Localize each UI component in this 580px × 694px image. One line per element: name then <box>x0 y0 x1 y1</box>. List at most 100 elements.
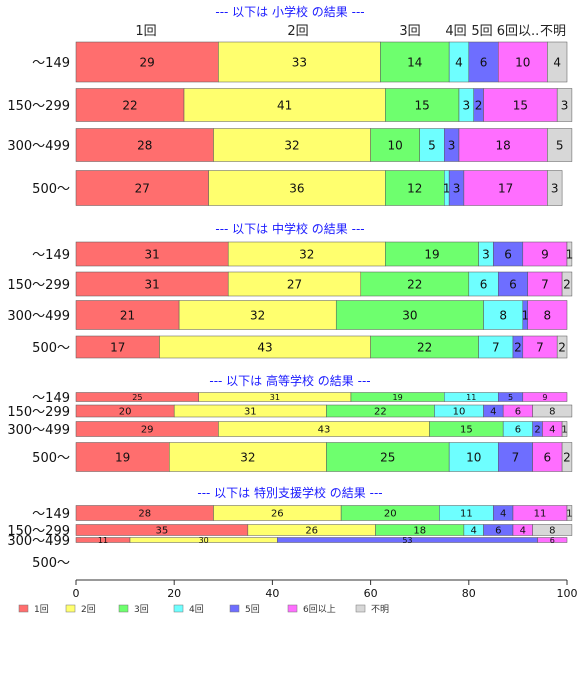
bar-segment <box>498 442 533 472</box>
legend-swatch <box>18 604 29 613</box>
x-tick-label: 0 <box>73 587 80 600</box>
bar-segment <box>360 271 470 297</box>
segment-value-label: 3 <box>561 98 569 112</box>
segment-value-label: 4 <box>553 55 561 69</box>
segment-value-label: 11 <box>460 509 473 520</box>
segment-value-label: 2 <box>514 340 522 354</box>
bar-segment <box>75 41 219 83</box>
legend-label: 2回 <box>81 604 96 615</box>
legend-label: 6回以上 <box>303 604 336 615</box>
segment-value-label: 1 <box>566 509 572 520</box>
bar-segment <box>380 41 450 83</box>
bar-segment <box>227 241 386 267</box>
segment-value-label: 11 <box>98 536 108 545</box>
legend-label: 1回 <box>34 604 49 615</box>
bar-segment <box>326 442 450 472</box>
segment-value-label: 1 <box>443 181 451 195</box>
segment-value-label: 22 <box>374 407 387 418</box>
bar-segment <box>547 41 568 83</box>
segment-value-label: 4 <box>455 55 463 69</box>
row-label: ～149 <box>32 391 70 406</box>
segment-value-label: 8 <box>499 308 507 322</box>
segment-value-label: 18 <box>413 526 426 537</box>
bar-segment <box>498 41 548 83</box>
segment-value-label: 4 <box>520 526 526 537</box>
bar-segment <box>218 41 381 83</box>
segment-value-label: 17 <box>110 340 125 354</box>
segment-value-label: 20 <box>384 509 397 520</box>
panel-title: --- 以下は 中学校 の結果 --- <box>215 221 364 236</box>
bar-segment <box>561 442 573 472</box>
segment-value-label: 25 <box>380 450 395 464</box>
panel-title: --- 以下は 高等学校 の結果 --- <box>209 373 370 388</box>
x-tick-label: 100 <box>557 587 578 600</box>
segment-value-label: 5 <box>508 393 513 402</box>
segment-value-label: 18 <box>496 138 511 152</box>
segment-value-label: 20 <box>119 407 132 418</box>
bar-segment <box>532 524 573 536</box>
top-category-label: 5回 <box>471 24 492 39</box>
top-category-label: 不明 <box>540 24 566 39</box>
segment-value-label: 1 <box>566 247 574 261</box>
segment-value-label: 29 <box>140 55 155 69</box>
segment-value-label: 6 <box>480 277 488 291</box>
segment-value-label: 8 <box>544 308 552 322</box>
row-label: 500～ <box>32 341 70 356</box>
row-label: 500～ <box>32 556 70 571</box>
panel-title: --- 以下は 特別支援学校 の結果 --- <box>197 485 382 500</box>
segment-value-label: 43 <box>257 340 272 354</box>
segment-value-label: 30 <box>402 308 417 322</box>
x-tick-label: 60 <box>364 587 378 600</box>
segment-value-label: 10 <box>466 450 481 464</box>
bar-segment <box>537 537 568 543</box>
bar-segment <box>178 300 337 330</box>
row-label: 150～299 <box>7 405 70 420</box>
bar-segment <box>522 241 568 267</box>
segment-value-label: 1 <box>521 308 529 322</box>
x-tick-label: 40 <box>265 587 279 600</box>
bar-segment <box>556 88 573 122</box>
legend-swatch <box>173 604 184 613</box>
legend-swatch <box>229 604 240 613</box>
segment-value-label: 6 <box>504 247 512 261</box>
segment-value-label: 6 <box>509 277 517 291</box>
row-label: 500～ <box>32 451 70 466</box>
row-label: 300～499 <box>7 534 70 549</box>
bar-segment <box>566 241 573 267</box>
segment-value-label: 12 <box>407 181 422 195</box>
legend-swatch <box>118 604 129 613</box>
segment-value-label: 9 <box>542 393 547 402</box>
bar-segment <box>468 271 499 297</box>
bar-segment <box>419 128 445 162</box>
top-category-label: 6回以.. <box>497 24 540 39</box>
bar-segment <box>547 128 573 162</box>
segment-value-label: 2 <box>558 340 566 354</box>
legend-label: 3回 <box>134 604 149 615</box>
segment-value-label: 19 <box>424 247 439 261</box>
segment-value-label: 26 <box>305 526 318 537</box>
segment-value-label: 33 <box>292 55 307 69</box>
segment-value-label: 14 <box>407 55 422 69</box>
segment-value-label: 8 <box>549 407 555 418</box>
segment-value-label: 6 <box>544 450 552 464</box>
row-label: 300～499 <box>7 423 70 438</box>
bar-segment <box>213 128 371 162</box>
segment-value-label: 28 <box>137 138 152 152</box>
segment-value-label: 32 <box>299 247 314 261</box>
segment-value-label: 8 <box>549 526 555 537</box>
row-label: 500～ <box>32 182 70 197</box>
bar-segment <box>385 88 460 122</box>
segment-value-label: 6 <box>515 425 521 436</box>
top-category-label: 4回 <box>445 24 466 39</box>
x-tick-label: 20 <box>167 587 181 600</box>
segment-value-label: 6 <box>550 536 555 545</box>
bar-segment <box>483 88 558 122</box>
segment-value-label: 5 <box>428 138 436 152</box>
segment-value-label: 27 <box>135 181 150 195</box>
row-label: ～149 <box>32 56 70 71</box>
segment-value-label: 11 <box>534 509 547 520</box>
panel-title: --- 以下は 小学校 の結果 --- <box>215 4 364 19</box>
segment-value-label: 31 <box>244 407 257 418</box>
bar-segment <box>561 421 568 437</box>
